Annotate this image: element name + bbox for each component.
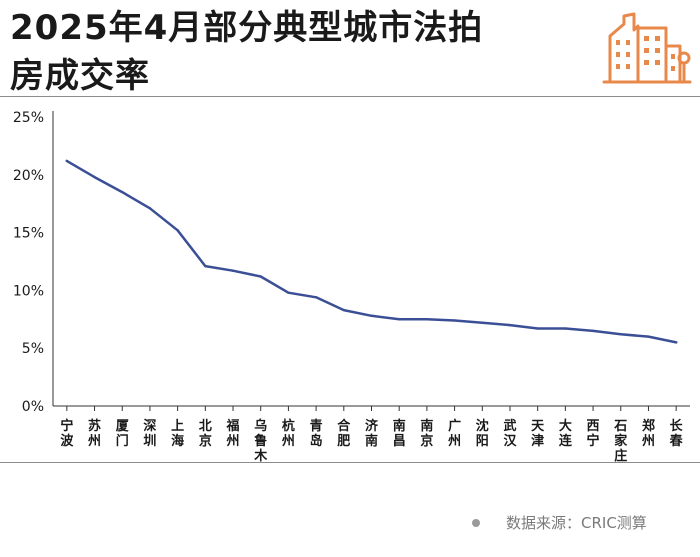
x-tick-label: 长春 <box>669 418 684 449</box>
line-chart: 0% 5% 10% 15% 20% 25% 宁波苏州厦门深圳上海北京福州乌鲁木齐杭州青岛合肥… <box>13 110 690 462</box>
chart-title: 2025年4月部分典型城市法拍 房成交率 <box>10 4 580 100</box>
y-tick-label: 15% <box>13 226 44 242</box>
x-tick-label: 乌鲁木齐 <box>253 418 268 462</box>
data-source: 数据来源：CRIC测算 <box>472 512 647 533</box>
data-point <box>425 318 429 321</box>
x-tick-label: 石家庄 <box>613 419 628 462</box>
y-tick-label: 25% <box>13 110 44 126</box>
data-point <box>647 335 650 338</box>
data-point <box>287 291 290 294</box>
data-point <box>259 275 262 278</box>
x-tick-label: 大连 <box>559 418 573 449</box>
city-buildings-icon <box>600 6 694 88</box>
x-tick-label: 福州 <box>226 418 240 449</box>
x-tick-label: 深圳 <box>143 418 156 449</box>
title-line-1: 2025年4月部分典型城市法拍 <box>10 8 484 48</box>
x-tick-label: 天津 <box>531 419 545 449</box>
data-point <box>481 321 484 324</box>
data-point <box>65 159 69 163</box>
x-tick-label: 厦门 <box>116 418 130 449</box>
data-point <box>397 318 401 321</box>
data-point <box>231 269 235 272</box>
x-tick-label: 武汉 <box>503 418 517 449</box>
data-point <box>93 175 96 179</box>
y-tick-label: 5% <box>22 341 44 357</box>
data-point <box>314 296 318 299</box>
x-tick-label: 苏州 <box>87 418 101 449</box>
data-point <box>204 264 207 268</box>
bullet-dot <box>472 518 480 527</box>
x-tick-label: 北京 <box>199 419 212 449</box>
y-tick-label: 20% <box>13 168 44 184</box>
source-text: 数据来源：CRIC测算 <box>506 514 647 532</box>
x-tick-label: 沈阳 <box>476 418 489 449</box>
x-tick-label: 济南 <box>365 418 379 449</box>
data-point <box>121 190 124 194</box>
data-point <box>176 229 179 232</box>
title-line-2: 房成交率 <box>10 56 150 96</box>
data-point <box>536 327 539 330</box>
x-tick-label: 杭州 <box>281 418 295 449</box>
data-point <box>148 207 152 210</box>
data-point <box>674 341 678 344</box>
y-tick-label: 0% <box>22 399 44 415</box>
x-tick-label: 青岛 <box>310 418 323 449</box>
data-point <box>370 314 373 318</box>
data-point <box>564 327 567 330</box>
x-tick-label: 南昌 <box>393 418 406 449</box>
data-point <box>508 323 512 327</box>
data-point <box>453 319 456 322</box>
x-tick-label: 西宁 <box>587 419 600 449</box>
y-tick-label: 10% <box>13 283 44 299</box>
x-tick-label: 上海 <box>171 419 184 449</box>
footer-divider <box>0 462 700 463</box>
x-tick-label: 广州 <box>447 418 461 449</box>
data-point <box>619 333 622 336</box>
x-tick-label: 宁波 <box>60 418 74 449</box>
data-point <box>591 329 595 333</box>
x-tick-label: 合肥 <box>337 418 351 449</box>
x-tick-label: 郑州 <box>641 418 655 449</box>
x-tick-label: 南京 <box>420 418 433 449</box>
data-point <box>342 308 346 312</box>
header-divider <box>0 96 700 97</box>
